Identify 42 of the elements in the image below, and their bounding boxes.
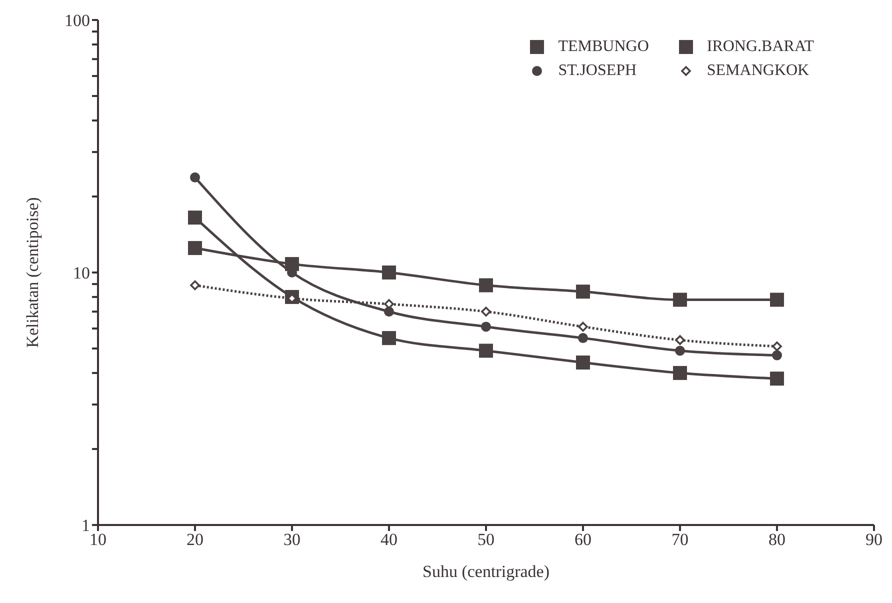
point <box>188 241 202 256</box>
x-tick-label: 80 <box>768 530 786 550</box>
x-tick-label: 40 <box>380 530 398 550</box>
legend-label: TEMBUNGO <box>558 38 649 56</box>
point <box>675 335 685 345</box>
legend-label: SEMANGKOK <box>706 62 810 80</box>
x-tick-label: 90 <box>866 530 882 550</box>
legend-label: IRONG.BARAT <box>706 38 814 56</box>
point <box>188 210 202 225</box>
point <box>384 306 394 317</box>
point <box>382 331 396 346</box>
point <box>479 344 493 358</box>
y-tick-label: 1 <box>82 516 90 536</box>
point <box>384 299 394 309</box>
point <box>673 292 687 307</box>
x-tick-label: 10 <box>90 530 106 550</box>
point <box>481 306 491 317</box>
y-axis-title: Kelikatan (centipoise) <box>23 197 42 348</box>
point <box>382 266 396 280</box>
legend-label: ST.JOSEPH <box>558 62 637 80</box>
point <box>479 278 493 292</box>
point <box>675 346 685 356</box>
x-tick-label: 30 <box>284 530 300 550</box>
point <box>673 366 687 380</box>
y-tick-label: 10 <box>73 264 90 283</box>
x-tick-label: 60 <box>574 530 592 550</box>
point <box>578 333 588 344</box>
point <box>190 280 200 290</box>
point <box>578 322 588 332</box>
point <box>770 372 784 386</box>
point <box>770 292 784 307</box>
y-tick-label: 100 <box>64 11 90 30</box>
point <box>190 172 200 182</box>
point <box>772 350 782 360</box>
point <box>481 322 491 332</box>
x-axis-title: Suhu (centrigrade) <box>422 562 550 581</box>
point <box>576 356 590 370</box>
x-tick-label: 20 <box>186 530 204 550</box>
point <box>576 284 590 299</box>
point <box>772 341 782 352</box>
x-tick-label: 70 <box>672 530 688 550</box>
x-tick-label: 50 <box>478 530 494 550</box>
